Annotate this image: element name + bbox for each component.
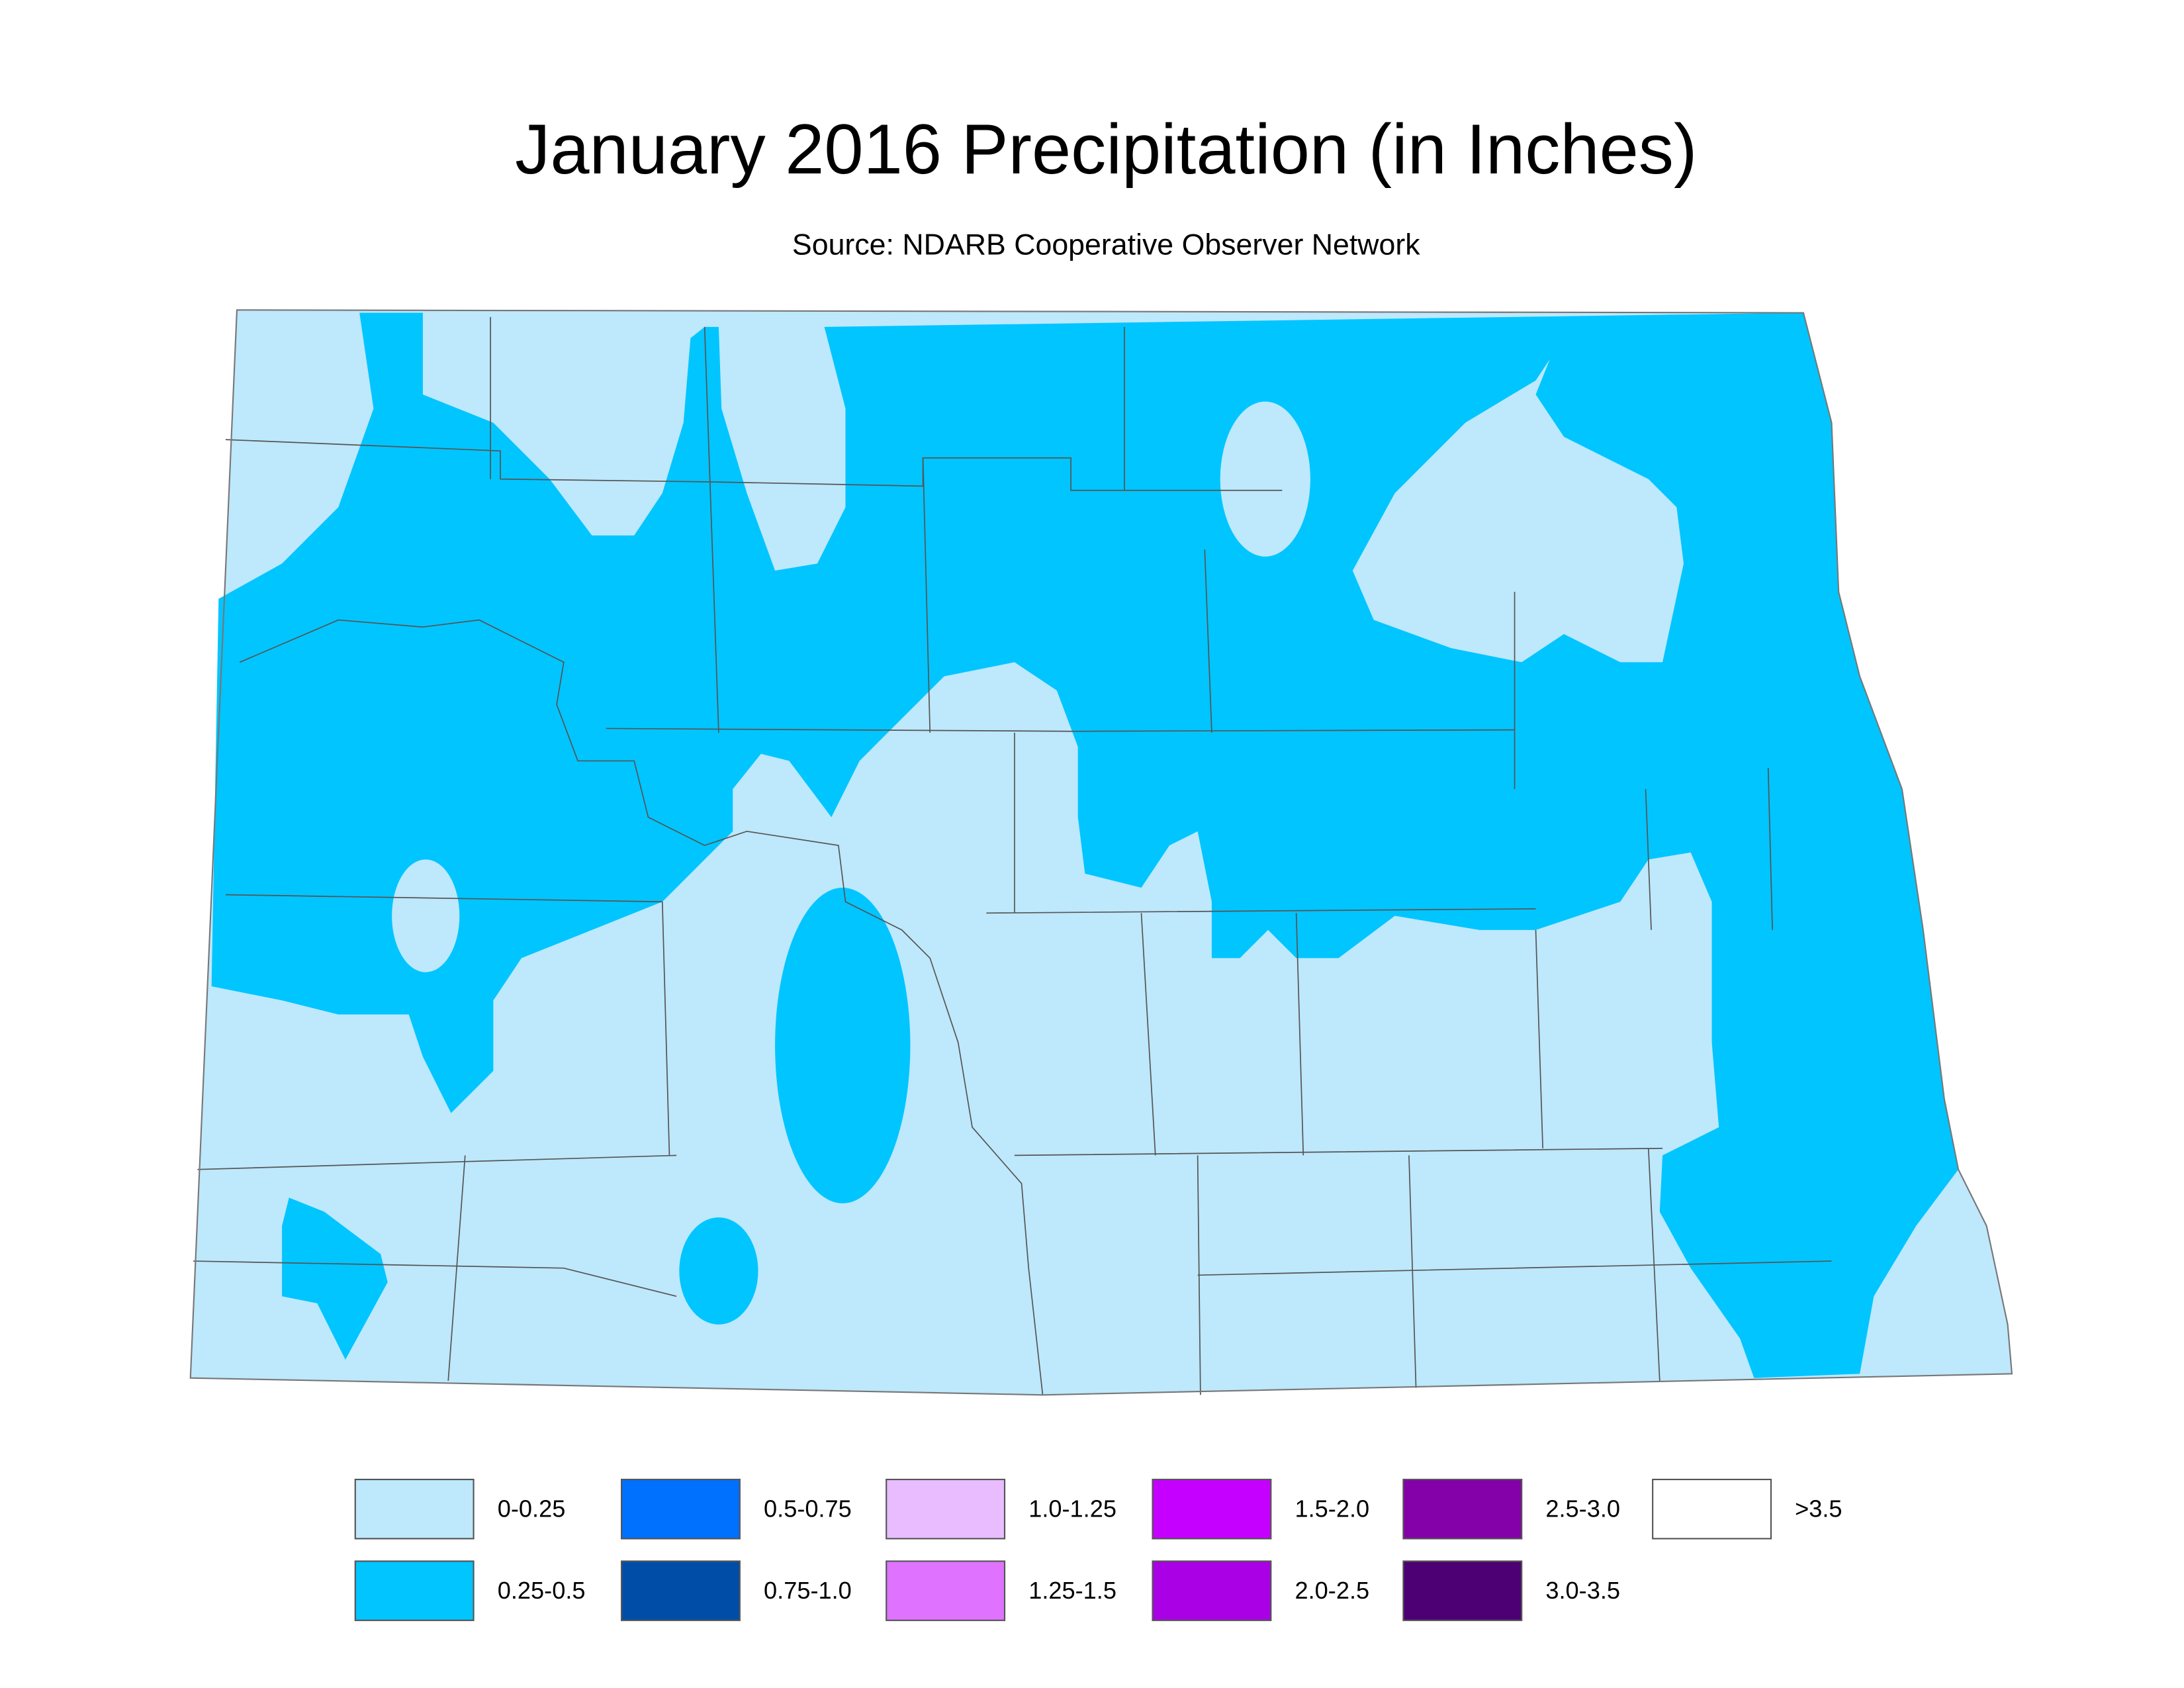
legend-label: 0.25-0.5 [498,1577,586,1604]
state-outline [189,309,2013,1396]
legend-swatch [886,1478,1006,1540]
map-title: January 2016 Precipitation (in Inches) [515,110,1697,189]
map-subtitle: Source: NDARB Cooperative Observer Netwo… [792,228,1420,261]
legend: 0-0.25 0.25-0.5 0.5-0.75 0.75-1.0 1.0-1.25 1.… [354,1478,1843,1621]
zone-low [1220,401,1310,557]
legend-swatch [1402,1478,1523,1540]
zone-high [775,887,911,1203]
legend-label: 2.0-2.5 [1295,1577,1370,1604]
legend-label: 2.5-3.0 [1545,1495,1620,1522]
legend-label: 0.5-0.75 [764,1495,852,1522]
legend-swatch [354,1478,475,1540]
legend-label: >3.5 [1795,1495,1842,1522]
legend-swatch [1402,1560,1523,1621]
zone-low [392,859,460,972]
zone-low [1352,359,1684,663]
legend-label: 1.5-2.0 [1295,1495,1370,1522]
legend-swatch [1152,1560,1272,1621]
legend-label: 1.0-1.25 [1028,1495,1116,1522]
legend-label: 0.75-1.0 [764,1577,852,1604]
legend-label: 1.25-1.5 [1028,1577,1116,1604]
county-lines [193,316,1832,1395]
legend-swatch [621,1478,741,1540]
zone-high [679,1217,758,1325]
legend-label: 0-0.25 [498,1495,566,1522]
zone-high [282,1197,388,1360]
legend-swatch [621,1560,741,1621]
precip-zones [190,310,2012,1395]
legend-swatch [354,1560,475,1621]
legend-swatch [1652,1478,1772,1540]
legend-swatch [1152,1478,1272,1540]
legend-label: 3.0-3.5 [1545,1577,1620,1604]
legend-swatch [886,1560,1006,1621]
